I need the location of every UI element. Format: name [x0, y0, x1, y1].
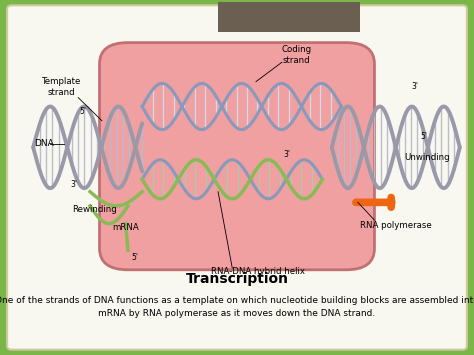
- Text: RNA polymerase: RNA polymerase: [360, 221, 432, 230]
- Text: RNA-DNA hybrid helix: RNA-DNA hybrid helix: [211, 267, 305, 276]
- Text: 5': 5': [421, 132, 428, 141]
- Text: Unwinding: Unwinding: [404, 153, 449, 163]
- Text: Rewinding: Rewinding: [73, 205, 117, 214]
- Text: DNA: DNA: [34, 139, 54, 148]
- Text: Template
strand: Template strand: [42, 77, 82, 97]
- Text: 3': 3': [411, 82, 418, 92]
- Text: Coding
strand: Coding strand: [281, 45, 311, 65]
- Text: 3': 3': [70, 180, 77, 189]
- FancyBboxPatch shape: [218, 2, 360, 32]
- Text: Transcription: Transcription: [185, 272, 289, 286]
- Text: One of the strands of DNA functions as a template on which nucleotide building b: One of the strands of DNA functions as a…: [0, 296, 474, 318]
- Text: mRNA: mRNA: [112, 223, 139, 232]
- Text: 3': 3': [283, 150, 290, 159]
- FancyBboxPatch shape: [100, 43, 374, 270]
- Text: 5': 5': [80, 107, 86, 116]
- Text: 5': 5': [132, 253, 138, 262]
